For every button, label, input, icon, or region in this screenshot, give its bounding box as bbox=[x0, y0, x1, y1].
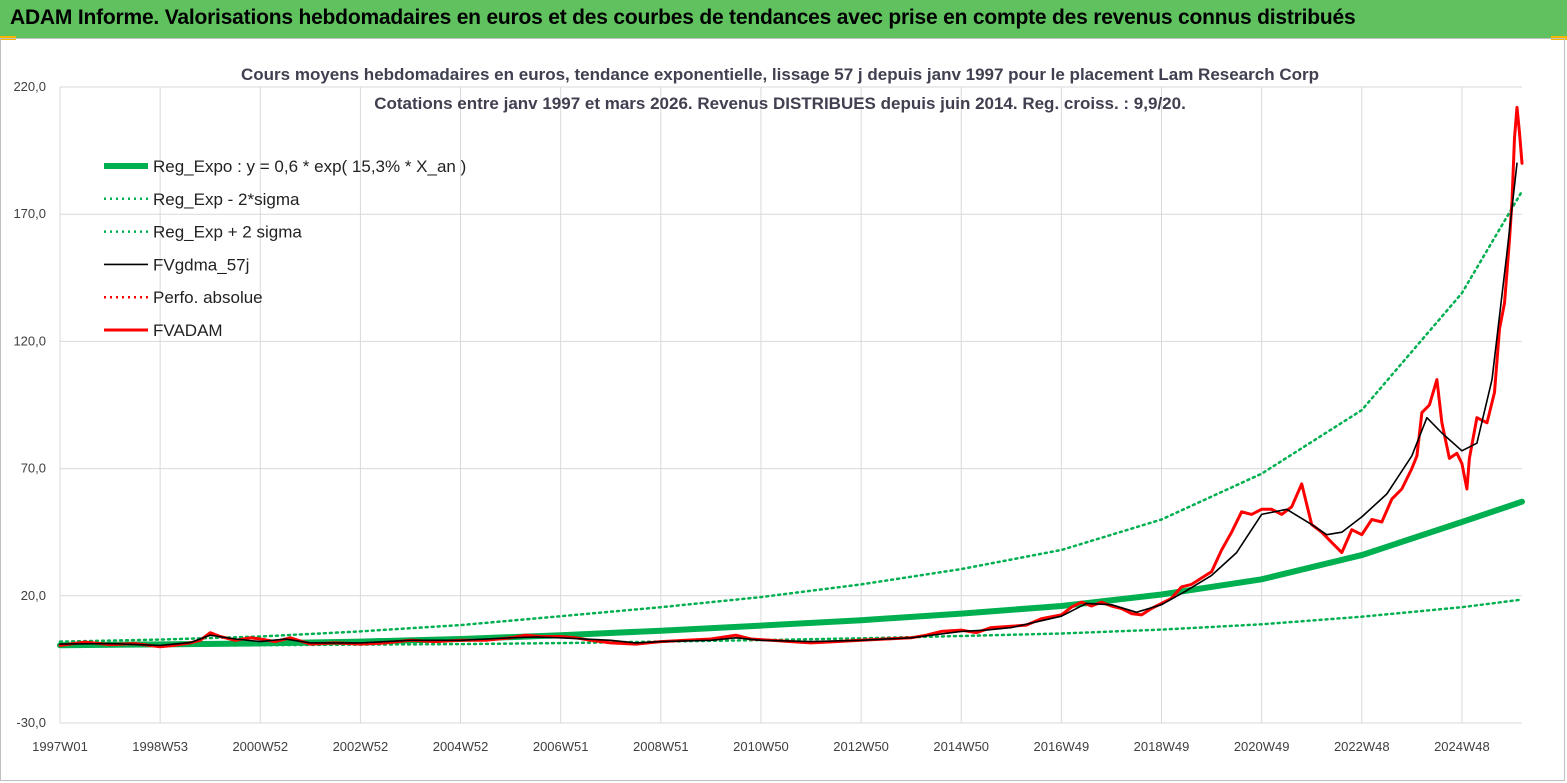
report-header: ADAM Informe. Valorisations hebdomadaire… bbox=[0, 0, 1567, 38]
grid bbox=[59, 86, 1522, 724]
x-tick-label: 1997W01 bbox=[32, 739, 88, 754]
legend-label-0: Reg_Expo : y = 0,6 * exp( 15,3% * X_an ) bbox=[153, 157, 466, 176]
series-line-0 bbox=[57, 498, 1525, 649]
x-tick-label: 1998W53 bbox=[132, 739, 188, 754]
y-tick-label: 70,0 bbox=[21, 461, 46, 476]
x-tick-label: 2004W52 bbox=[433, 739, 489, 754]
x-tick-label: 2006W51 bbox=[533, 739, 589, 754]
series-layer bbox=[57, 105, 1525, 649]
x-tick-label: 2024W48 bbox=[1434, 739, 1490, 754]
series-line-2 bbox=[58, 190, 1524, 643]
x-tick-label: 2014W50 bbox=[933, 739, 989, 754]
x-tick-label: 2000W52 bbox=[232, 739, 288, 754]
x-tick-label: 2008W51 bbox=[633, 739, 689, 754]
y-tick-label: 170,0 bbox=[13, 206, 46, 221]
y-tick-label: 120,0 bbox=[13, 333, 46, 348]
y-tick-label: 220,0 bbox=[13, 79, 46, 94]
x-tick-label: 2016W49 bbox=[1034, 739, 1090, 754]
legend-label-4: Perfo. absolue bbox=[153, 288, 263, 307]
legend-label-2: Reg_Exp + 2 sigma bbox=[153, 223, 302, 242]
series-line-3 bbox=[59, 162, 1518, 647]
series-line-5 bbox=[58, 105, 1524, 649]
chart-subtitle: Cotations entre janv 1997 et mars 2026. … bbox=[374, 94, 1186, 113]
chart-title: Cours moyens hebdomadaires en euros, ten… bbox=[241, 65, 1319, 84]
x-tick-label: 2022W48 bbox=[1334, 739, 1390, 754]
y-tick-label: 20,0 bbox=[21, 588, 46, 603]
legend-label-3: FVgdma_57j bbox=[153, 255, 249, 274]
y-tick-label: -30,0 bbox=[16, 715, 46, 730]
x-tick-label: 2010W50 bbox=[733, 739, 789, 754]
x-tick-label: 2012W50 bbox=[833, 739, 889, 754]
legend: Reg_Expo : y = 0,6 * exp( 15,3% * X_an )… bbox=[104, 157, 466, 340]
x-tick-label: 2018W49 bbox=[1134, 739, 1190, 754]
x-tick-label: 2002W52 bbox=[333, 739, 389, 754]
x-tick-label: 2020W49 bbox=[1234, 739, 1290, 754]
legend-label-5: FVADAM bbox=[153, 321, 223, 340]
valuation-chart: -30,0 20,0 70,0 120,0 170,0 220,0 1997W01 1998W… bbox=[13, 65, 1525, 754]
axis-labels: -30,0 20,0 70,0 120,0 170,0 220,0 1997W01 1998W… bbox=[13, 79, 1489, 754]
chart-frame bbox=[0, 38, 1565, 781]
report-title: ADAM Informe. Valorisations hebdomadaire… bbox=[10, 6, 1356, 29]
legend-label-1: Reg_Exp - 2*sigma bbox=[153, 190, 300, 209]
series-line-1 bbox=[58, 598, 1524, 648]
